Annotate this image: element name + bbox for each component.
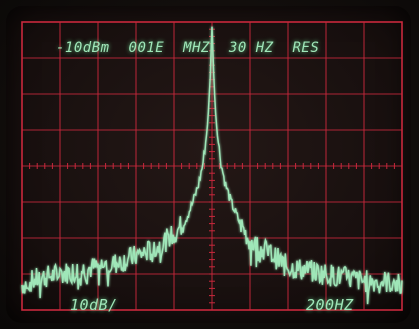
frequency-span-readout: 200HZ <box>306 296 354 314</box>
spectrum-trace <box>21 26 403 305</box>
resolution-label: RES <box>292 40 320 56</box>
reference-level-readout: -10dBm <box>56 40 110 56</box>
vertical-scale-readout: 10dB/ <box>70 296 118 314</box>
center-frequency-readout: 001E <box>128 40 165 56</box>
top-readout: -10dBm 001E MHZ 30 HZ RES <box>56 40 329 56</box>
resolution-bandwidth-readout: 30 HZ <box>228 40 274 56</box>
frequency-unit-readout: MHZ <box>183 40 210 56</box>
